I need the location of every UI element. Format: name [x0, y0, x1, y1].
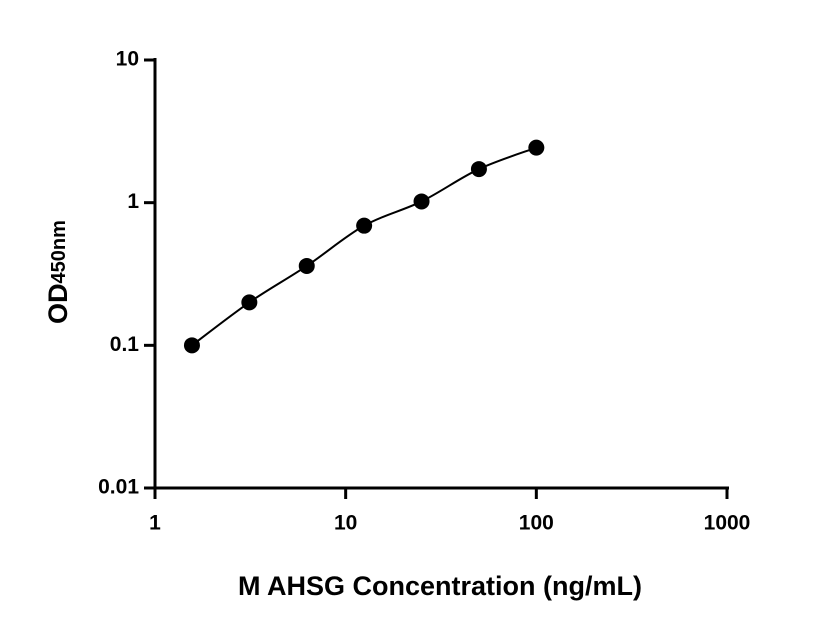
x-tick-label: 100 [519, 512, 554, 535]
data-point [298, 257, 315, 274]
x-tick-label: 1000 [704, 512, 751, 535]
y-tick-label: 10 [116, 48, 139, 71]
y-tick-label: 0.01 [98, 476, 139, 499]
data-point [528, 139, 545, 156]
y-axis-title-main: OD [43, 283, 73, 324]
y-tick-label: 1 [127, 190, 139, 213]
data-point [183, 337, 200, 354]
x-tick-label: 10 [334, 512, 357, 535]
y-tick-label: 0.1 [110, 333, 140, 356]
data-point [356, 217, 373, 234]
x-axis-title: M AHSG Concentration (ng/mL) [238, 571, 642, 601]
data-point [241, 294, 258, 311]
x-tick-label: 1 [149, 512, 161, 535]
data-point [470, 161, 487, 178]
y-axis-title-sub: 450nm [48, 220, 70, 283]
fit-curve [191, 146, 537, 347]
data-point [413, 193, 430, 210]
y-axis-title: OD450nm [43, 220, 73, 324]
